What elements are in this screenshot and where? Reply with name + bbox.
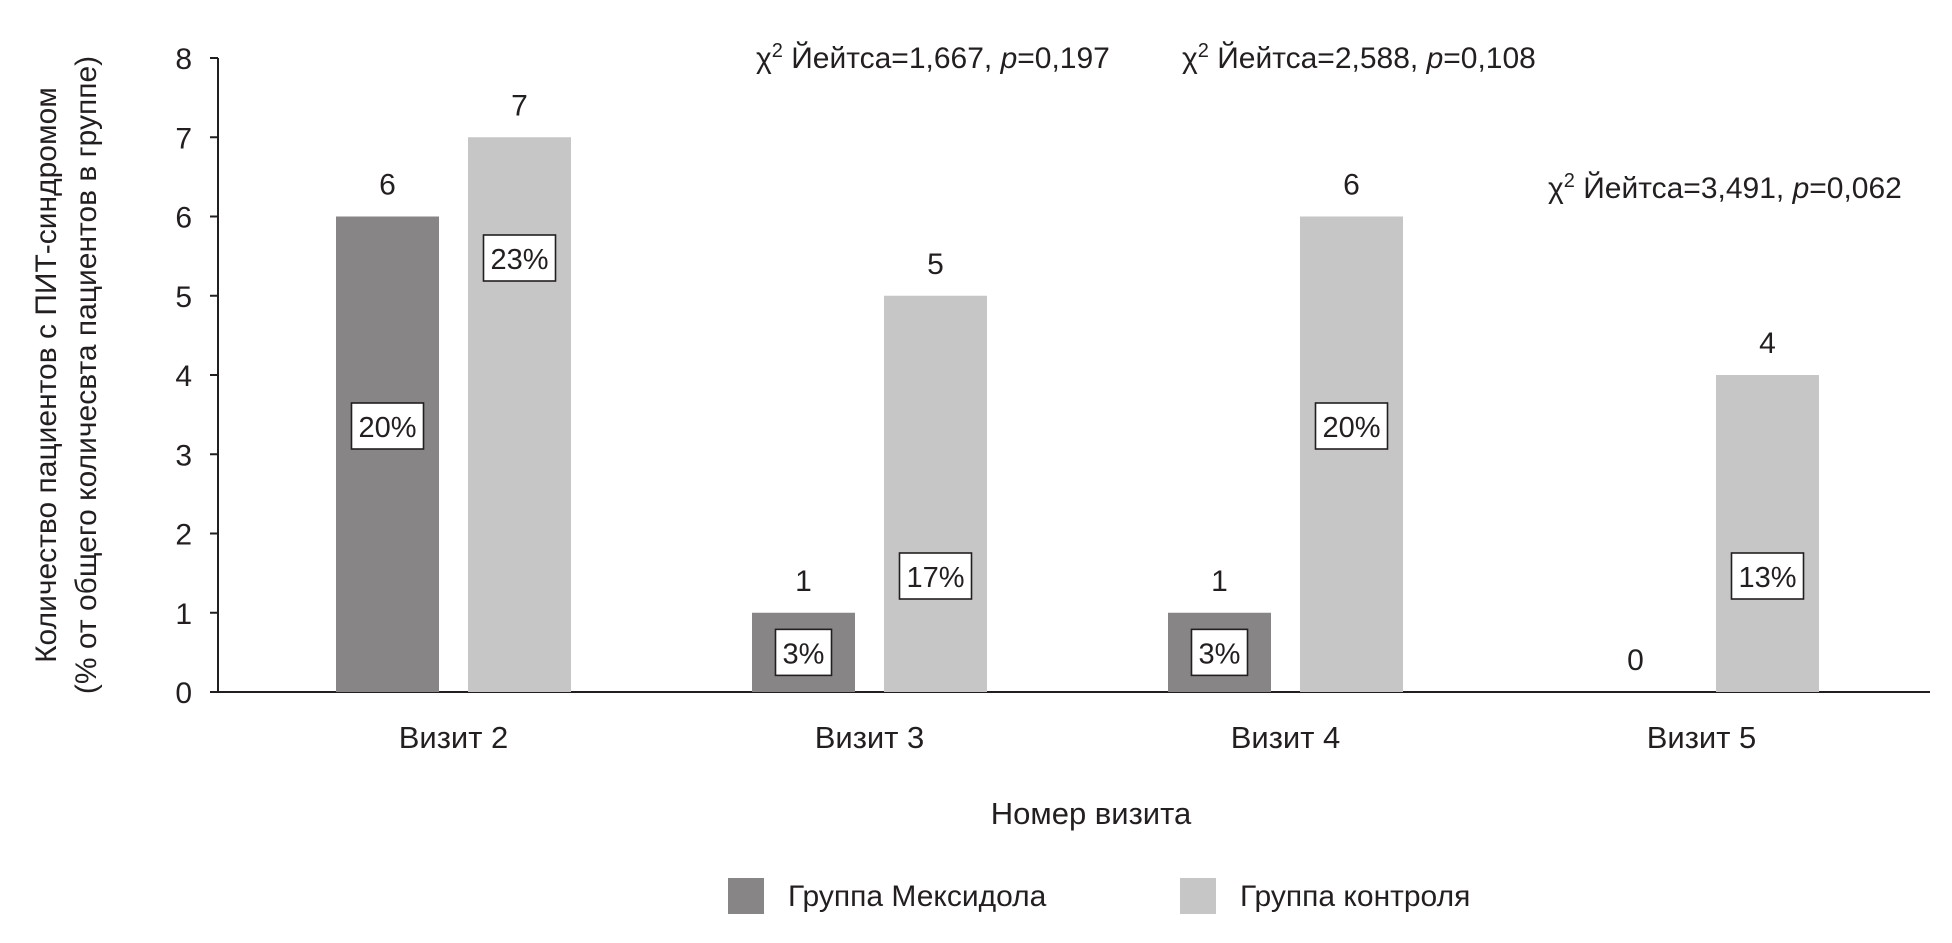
legend-swatch <box>1180 878 1216 914</box>
percent-label: 3% <box>1199 638 1241 670</box>
y-tick-label: 3 <box>175 439 192 472</box>
chi-superscript: 2 <box>1198 40 1209 62</box>
axes: 0 1 2 3 4 5 6 7 8 Количество пациентов с ПИТ-синд… <box>30 43 1930 831</box>
annotation-test-label: Йейтса=2,588, <box>1209 41 1427 75</box>
percent-label: 17% <box>906 562 964 594</box>
bar <box>336 216 439 692</box>
bar-value-label: 6 <box>1343 169 1360 202</box>
y-tick-label: 4 <box>175 360 192 393</box>
percent-label: 3% <box>783 638 825 670</box>
x-tick-label: Визит 2 <box>399 720 509 755</box>
chi-superscript: 2 <box>1564 170 1575 192</box>
y-tick-label: 0 <box>175 677 192 710</box>
bar-value-label: 0 <box>1627 644 1644 677</box>
bar-value-label: 7 <box>511 89 528 122</box>
chi-square-annotation: χ2 Йейтса=2,588, p=0,108 <box>1182 40 1536 75</box>
percent-label-box <box>774 628 833 677</box>
bars <box>336 137 1819 692</box>
bar-value-label: 4 <box>1759 327 1776 360</box>
chi-superscript: 2 <box>772 40 783 62</box>
bar-value-label: 5 <box>927 248 944 281</box>
chi-symbol: χ <box>1182 42 1198 75</box>
y-tick-label: 5 <box>175 281 192 314</box>
percent-label-box <box>898 552 973 600</box>
chi-square-annotation: χ2 Йейтса=1,667, p=0,197 <box>756 40 1110 75</box>
annotation-p-value: =0,197 <box>1017 42 1110 75</box>
percent-label-box <box>350 402 425 450</box>
y-tick-label: 8 <box>175 43 192 76</box>
annotation-test-label: Йейтса=3,491, <box>1575 171 1793 205</box>
annotation-p-symbol: p <box>1426 42 1444 75</box>
annotation-p-value: =0,062 <box>1809 172 1902 205</box>
y-tick-label: 6 <box>175 202 192 235</box>
percent-label-box <box>1730 552 1805 600</box>
y-tick-label: 1 <box>175 598 192 631</box>
bar <box>1716 375 1819 692</box>
percent-label: 20% <box>1322 412 1380 444</box>
chi-symbol: χ <box>1548 172 1564 205</box>
bar <box>884 295 987 692</box>
x-tick-label: Визит 3 <box>815 720 925 755</box>
bar <box>1300 216 1403 692</box>
y-axis-title-secondary: (% от общего количесвта пациентов в груп… <box>70 56 103 694</box>
y-tick-label: 7 <box>175 122 192 155</box>
legend-swatch <box>728 878 764 914</box>
legend: Группа Мексидола Группа контроля <box>728 878 1470 914</box>
bar-value-label: 6 <box>379 169 396 202</box>
annotation-test-label: Йейтса=1,667, <box>783 41 1001 75</box>
bar <box>468 137 571 692</box>
chi-square-annotations: χ2 Йейтса=1,667, p=0,197 χ2 Йейтса=2,588,… <box>756 40 1902 205</box>
annotation-p-symbol: p <box>1000 42 1018 75</box>
x-axis-title: Номер визита <box>991 796 1192 831</box>
chi-square-annotation: χ2 Йейтса=3,491, p=0,062 <box>1548 170 1902 205</box>
y-tick-label: 2 <box>175 519 192 552</box>
percent-label-box <box>1190 628 1249 677</box>
legend-label: Группа контроля <box>1240 880 1470 913</box>
y-axis-title: Количество пациентов с ПИТ-синдромом <box>30 87 63 663</box>
percent-label: 13% <box>1738 562 1796 594</box>
annotation-p-symbol: p <box>1792 172 1810 205</box>
percent-label: 20% <box>358 412 416 444</box>
annotation-p-value: =0,108 <box>1443 42 1536 75</box>
legend-label: Группа Мексидола <box>788 880 1047 913</box>
bar-value-label: 1 <box>1211 565 1228 598</box>
bar-value-label: 1 <box>795 565 812 598</box>
x-tick-label: Визит 5 <box>1647 720 1757 755</box>
percent-label: 23% <box>490 244 548 276</box>
chi-symbol: χ <box>756 42 772 75</box>
x-tick-label: Визит 4 <box>1231 720 1341 755</box>
percent-label-box <box>1314 402 1389 450</box>
percent-label-box <box>482 234 557 282</box>
